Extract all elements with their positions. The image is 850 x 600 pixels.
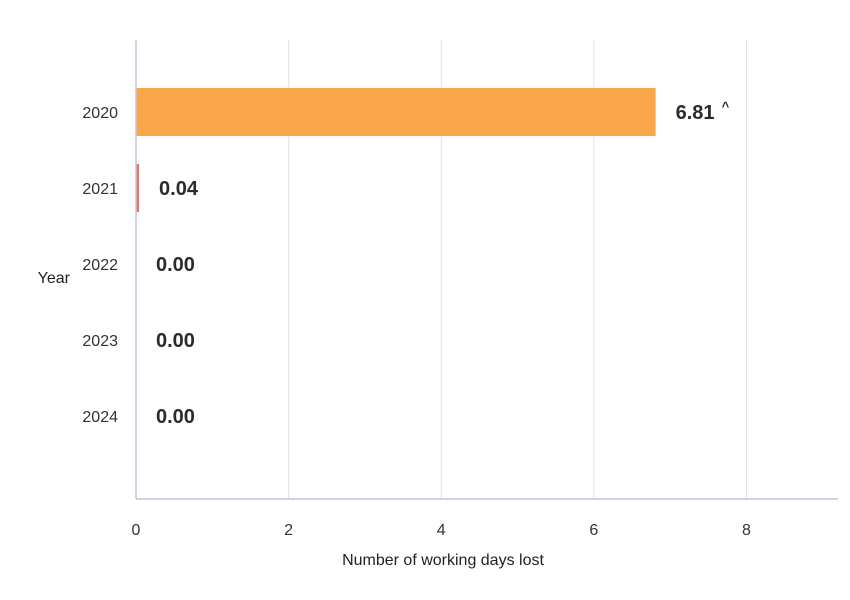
x-tick-label: 0 xyxy=(132,522,141,539)
y-tick-label: 2024 xyxy=(82,409,118,426)
bar-2020 xyxy=(136,88,656,136)
data-label-note: ^ xyxy=(722,99,730,114)
axes xyxy=(135,40,838,500)
labels: 0 2 4 6 8 2020 6.81 ^ 2021 0.04 2022 0.00 2023 0.00 20… xyxy=(82,99,751,539)
bars xyxy=(136,88,656,212)
data-label-2021: 0.04 xyxy=(159,178,199,200)
data-label-2022: 0.00 xyxy=(156,254,195,276)
data-label-2020: 6.81 xyxy=(676,102,715,124)
y-tick-label: 2020 xyxy=(82,105,118,122)
y-axis-title: Year xyxy=(38,270,71,287)
y-tick-label: 2022 xyxy=(82,257,118,274)
x-tick-label: 2 xyxy=(284,522,293,539)
x-tick-label: 8 xyxy=(742,522,751,539)
y-tick-label: 2021 xyxy=(82,181,118,198)
x-tick-label: 6 xyxy=(589,522,598,539)
x-tick-label: 4 xyxy=(437,522,446,539)
data-label-2024: 0.00 xyxy=(156,406,195,428)
data-label-2023: 0.00 xyxy=(156,330,195,352)
bar-2021 xyxy=(136,164,140,212)
y-tick-label: 2023 xyxy=(82,333,118,350)
x-axis-title: Number of working days lost xyxy=(342,552,544,569)
